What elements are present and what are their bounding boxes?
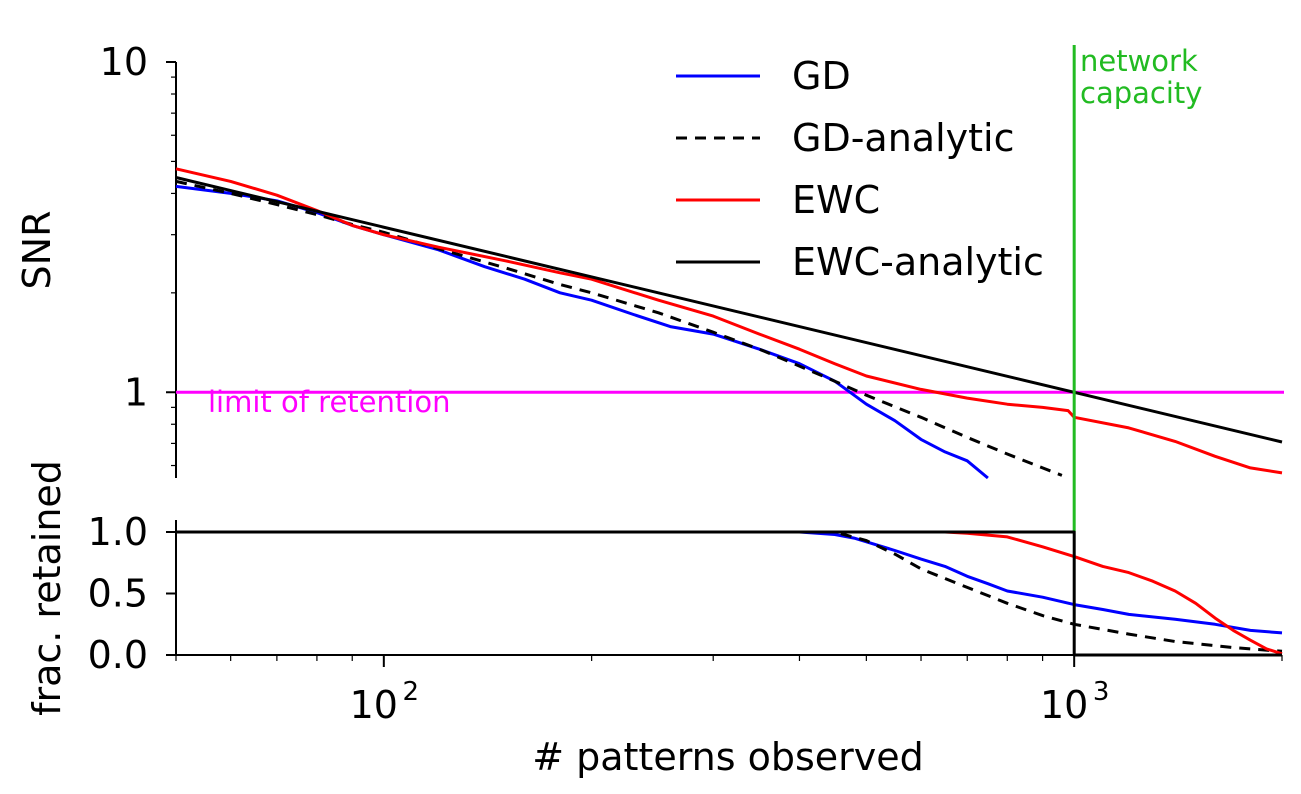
frac-axis-label: frac. retained bbox=[25, 460, 69, 716]
snr-series-ewc-analytic bbox=[175, 176, 1283, 444]
snr-series-gd-analytic bbox=[175, 179, 1063, 477]
snr-axis-label: SNR bbox=[15, 211, 59, 290]
legend-label-gd: GD bbox=[792, 54, 851, 98]
frac-tick-label: 0.0 bbox=[88, 633, 148, 677]
frac-series-gd bbox=[176, 530, 1283, 635]
legend: GD GD-analytic EWC EWC-analytic bbox=[676, 54, 1044, 284]
frac-series-ewc bbox=[176, 530, 1283, 656]
legend-label-ewc: EWC bbox=[792, 178, 880, 222]
snr-series-ewc bbox=[175, 167, 1283, 475]
network-capacity-label: capacity bbox=[1080, 76, 1202, 110]
snr-tick-label: 1 bbox=[124, 370, 148, 414]
frac-series-gd-analytic bbox=[176, 530, 1283, 653]
x-tick-label: 10 bbox=[1040, 683, 1088, 727]
legend-label-gd-analytic: GD-analytic bbox=[792, 116, 1014, 160]
x-tick-exponent: 3 bbox=[1093, 677, 1110, 707]
legend-label-ewc-analytic: EWC-analytic bbox=[792, 240, 1044, 284]
limit-of-retention-label: limit of retention bbox=[208, 385, 450, 419]
frac-tick-label: 1.0 bbox=[88, 510, 148, 554]
axis-labels: SNR frac. retained # patterns observed bbox=[15, 211, 924, 779]
x-tick-label: 10 bbox=[350, 683, 398, 727]
network-capacity-label: network bbox=[1080, 44, 1198, 78]
retention-panel: 1.00.50.010 2 10 3 bbox=[88, 510, 1283, 727]
frac-tick-label: 0.5 bbox=[88, 572, 148, 616]
frac-series-ewc-analytic bbox=[176, 530, 1282, 657]
x-tick-exponent: 2 bbox=[403, 677, 420, 707]
x-axis-label: # patterns observed bbox=[532, 735, 924, 779]
snr-series-gd bbox=[175, 184, 989, 480]
snr-tick-label: 10 bbox=[100, 40, 148, 84]
